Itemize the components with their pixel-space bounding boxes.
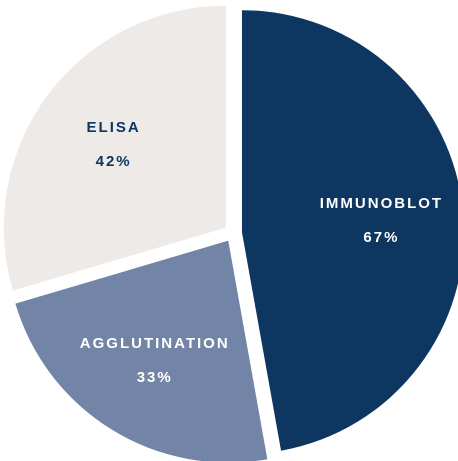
slice-value: 33% [137,369,173,386]
slice-value: 42% [96,153,132,170]
pie-slice [3,5,226,291]
slice-label: ELISA [87,119,141,136]
slice-label: IMMUNOBLOT [320,195,443,212]
pie-slice [15,240,268,461]
slice-value: 67% [363,229,399,246]
slice-label: AGGLUTINATION [80,335,230,352]
pie-slice [241,10,458,451]
